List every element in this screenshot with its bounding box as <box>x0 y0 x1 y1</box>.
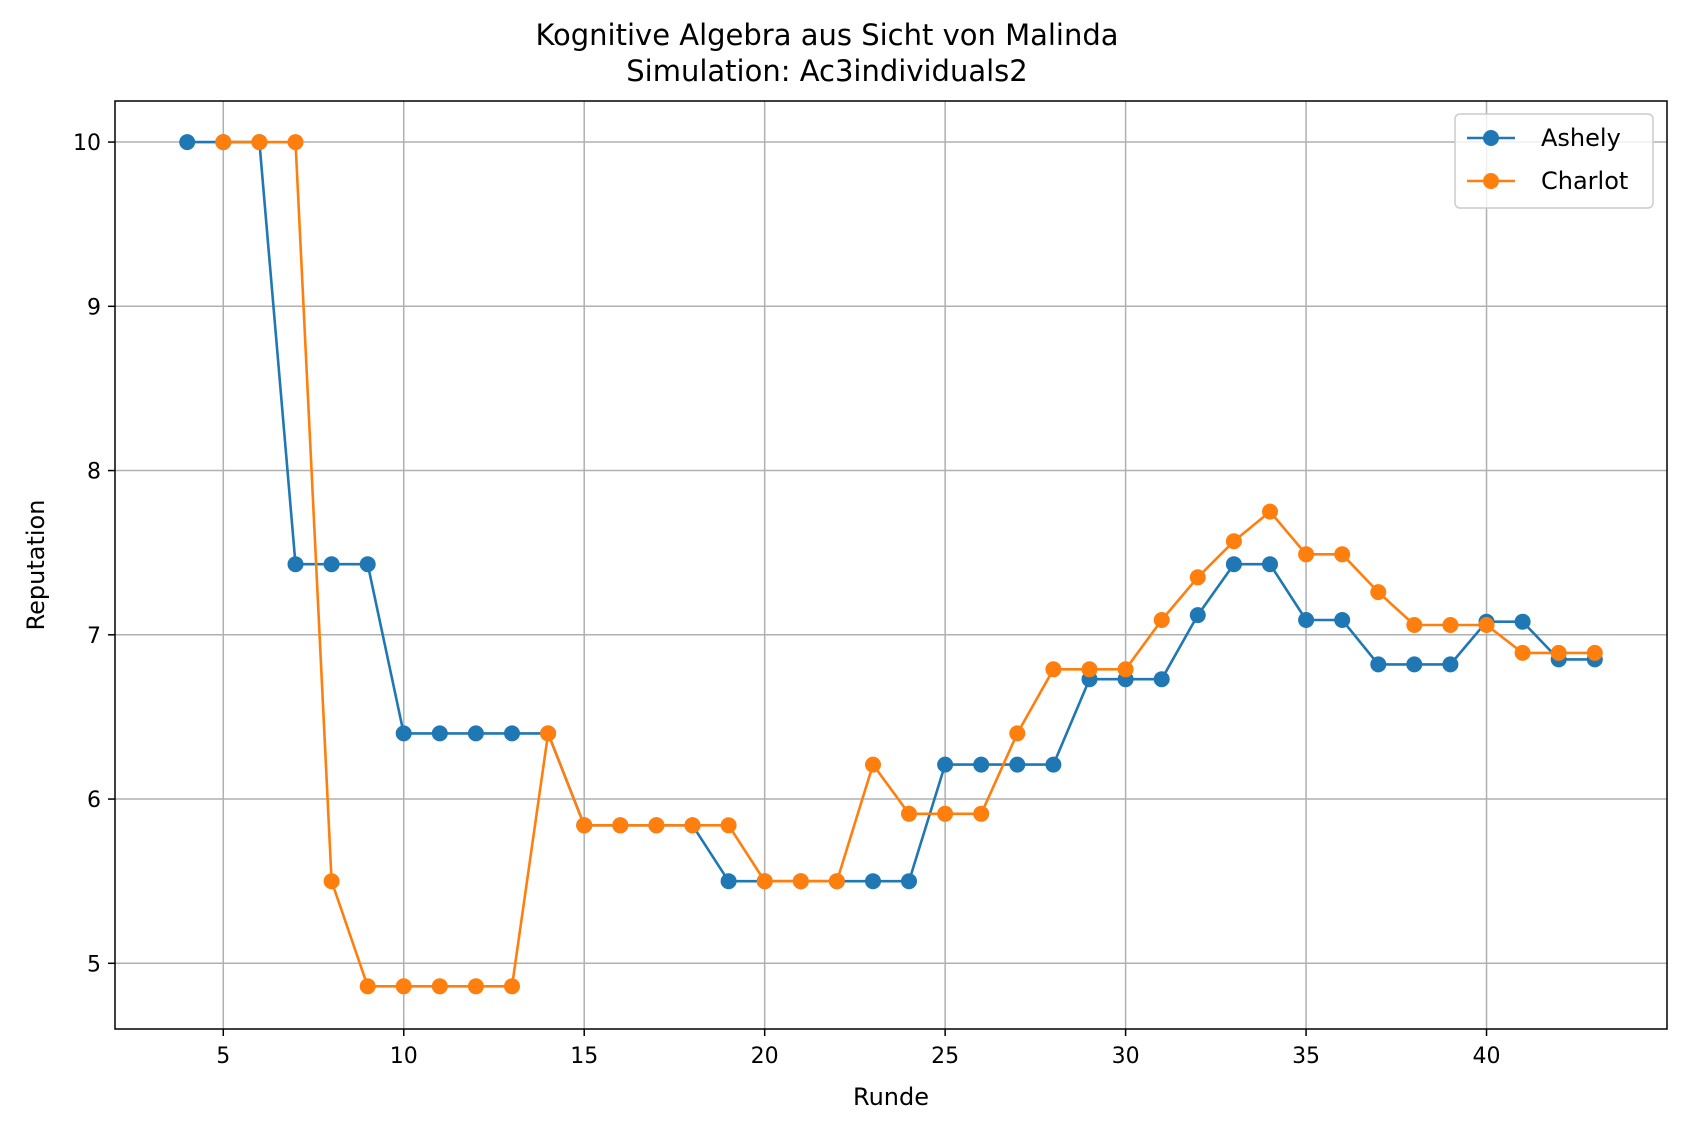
data-point-ashely <box>1225 556 1242 573</box>
data-point-charlot <box>215 134 232 151</box>
x-tick-label: 35 <box>1292 1044 1320 1069</box>
data-point-ashely <box>287 556 304 573</box>
data-point-charlot <box>1117 661 1134 678</box>
data-point-ashely <box>179 134 196 151</box>
data-point-charlot <box>937 805 954 822</box>
legend-marker-ashely <box>1483 130 1499 146</box>
legend-label-charlot: Charlot <box>1541 167 1628 195</box>
data-point-charlot <box>1298 546 1315 563</box>
data-point-charlot <box>1334 546 1351 563</box>
x-axis-label: Runde <box>853 1083 929 1111</box>
y-tick-label: 5 <box>87 952 101 977</box>
chart-subtitle: Simulation: Ac3individuals2 <box>626 54 1027 88</box>
data-point-ashely <box>323 556 340 573</box>
data-point-charlot <box>684 817 701 834</box>
series-layer <box>179 134 1603 995</box>
plot-frame <box>114 100 1668 1030</box>
data-point-charlot <box>720 817 737 834</box>
data-point-ashely <box>1262 556 1278 573</box>
data-point-ashely <box>1514 613 1531 630</box>
x-tick-label: 10 <box>390 1044 418 1069</box>
data-point-charlot <box>504 978 520 995</box>
data-point-charlot <box>323 873 340 890</box>
data-point-ashely <box>720 873 737 890</box>
legend-label-ashely: Ashely <box>1541 124 1621 152</box>
data-point-charlot <box>1586 644 1603 661</box>
data-point-charlot <box>467 978 484 995</box>
data-point-ashely <box>1153 671 1170 688</box>
x-tick-label: 25 <box>931 1044 959 1069</box>
data-point-charlot <box>1153 612 1170 628</box>
data-point-ashely <box>395 725 412 742</box>
data-point-charlot <box>1406 617 1423 633</box>
y-tick-label: 7 <box>87 624 101 649</box>
data-point-ashely <box>467 725 484 742</box>
y-tick-label: 8 <box>87 460 101 485</box>
data-point-charlot <box>1442 617 1459 633</box>
data-point-charlot <box>612 817 629 834</box>
axis-ticks: 5 10 15 20 25 30 35 40 5 6 7 8 9 10 <box>73 131 1501 1069</box>
data-point-ashely <box>1045 756 1062 773</box>
data-point-charlot <box>1045 661 1062 678</box>
data-point-charlot <box>1478 617 1495 633</box>
data-point-charlot <box>1189 569 1206 586</box>
x-tick-label: 40 <box>1473 1044 1501 1069</box>
data-point-ashely <box>865 873 881 890</box>
data-point-charlot <box>1514 644 1531 661</box>
data-point-charlot <box>1370 584 1387 601</box>
data-point-charlot <box>901 805 917 822</box>
data-point-charlot <box>395 978 412 995</box>
legend: Ashely Charlot <box>1454 113 1654 209</box>
x-tick-label: 30 <box>1112 1044 1140 1069</box>
data-point-charlot <box>431 978 448 995</box>
data-point-ashely <box>973 756 990 773</box>
data-point-ashely <box>504 725 520 742</box>
data-point-ashely <box>1009 756 1026 773</box>
data-point-ashely <box>937 756 954 773</box>
data-point-charlot <box>540 725 557 742</box>
y-axis-label: Reputation <box>22 500 50 631</box>
series-line-ashely <box>187 140 1595 883</box>
data-point-charlot <box>1081 661 1098 678</box>
y-tick-label: 10 <box>73 131 101 156</box>
data-point-ashely <box>1442 656 1459 673</box>
data-point-charlot <box>1262 503 1278 520</box>
data-point-charlot <box>792 873 809 890</box>
y-tick-label: 6 <box>87 788 101 813</box>
data-point-charlot <box>251 134 268 151</box>
y-tick-label: 9 <box>87 295 101 320</box>
data-point-charlot <box>1009 725 1026 742</box>
data-point-charlot <box>648 817 665 834</box>
data-point-ashely <box>1298 612 1315 628</box>
data-point-charlot <box>1550 644 1567 661</box>
x-tick-label: 20 <box>751 1044 779 1069</box>
data-point-ashely <box>901 873 917 890</box>
data-point-charlot <box>828 873 845 890</box>
chart-title: Kognitive Algebra aus Sicht von Malinda <box>535 18 1118 52</box>
data-point-ashely <box>431 725 448 742</box>
data-point-ashely <box>1406 656 1423 673</box>
legend-marker-charlot <box>1483 173 1499 189</box>
data-point-charlot <box>865 756 881 773</box>
data-point-ashely <box>1189 607 1206 624</box>
data-point-ashely <box>1370 656 1387 673</box>
data-point-charlot <box>287 134 304 151</box>
data-point-ashely <box>359 556 376 573</box>
data-point-charlot <box>1225 533 1242 550</box>
data-point-charlot <box>756 873 773 890</box>
data-point-charlot <box>973 805 990 822</box>
data-point-charlot <box>359 978 376 995</box>
x-tick-label: 5 <box>216 1044 230 1069</box>
grid <box>115 101 1667 1029</box>
data-point-charlot <box>576 817 593 834</box>
x-tick-label: 15 <box>570 1044 598 1069</box>
data-point-ashely <box>1334 612 1351 628</box>
